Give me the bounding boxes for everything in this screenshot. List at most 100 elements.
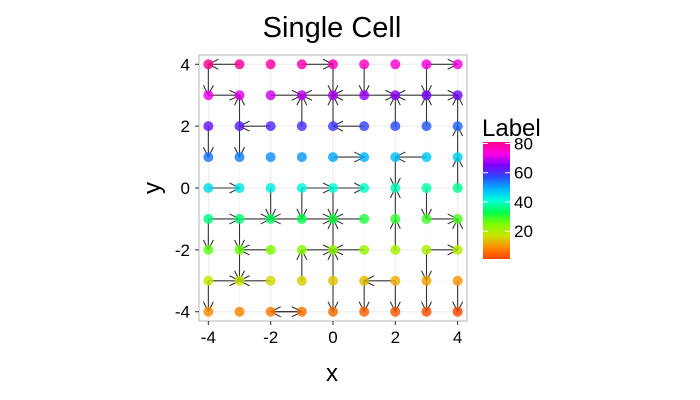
- data-point: [203, 121, 214, 132]
- data-point: [234, 152, 245, 163]
- data-point: [390, 244, 401, 255]
- legend-tick-label: 80: [514, 134, 533, 153]
- x-tick-label: 4: [453, 328, 462, 347]
- data-point: [452, 59, 463, 70]
- data-point: [359, 183, 370, 193]
- data-point: [390, 152, 401, 163]
- data-point: [296, 213, 307, 224]
- data-point: [390, 306, 401, 317]
- data-point: [452, 152, 463, 163]
- data-point: [265, 59, 276, 70]
- data-point: [296, 152, 307, 163]
- data-point: [296, 306, 307, 317]
- data-point: [265, 121, 276, 132]
- x-tick-label: 0: [328, 328, 337, 347]
- data-point: [265, 183, 276, 193]
- data-point: [234, 121, 245, 132]
- data-point: [234, 275, 245, 286]
- x-axis-title: x: [326, 360, 338, 387]
- data-point: [328, 306, 338, 317]
- data-point: [421, 244, 432, 255]
- data-point: [203, 90, 214, 101]
- data-point: [296, 59, 307, 70]
- data-point: [328, 121, 338, 132]
- data-point: [328, 183, 338, 193]
- legend-tick-label: 60: [514, 164, 533, 183]
- data-point: [203, 59, 214, 70]
- x-axis-ticks: -4 -2 0 2 4: [201, 321, 462, 347]
- data-point: [359, 306, 370, 317]
- legend-title: Label: [482, 115, 541, 142]
- x-tick-label: 2: [391, 328, 400, 347]
- data-point: [359, 121, 370, 132]
- data-point: [203, 306, 214, 317]
- data-point: [234, 59, 245, 70]
- data-point: [328, 275, 338, 286]
- data-point: [265, 152, 276, 163]
- data-point: [359, 59, 370, 70]
- data-point: [265, 90, 276, 101]
- legend-tick-label: 40: [514, 193, 533, 212]
- data-point: [234, 306, 245, 317]
- data-point: [359, 244, 370, 255]
- data-point: [359, 152, 370, 163]
- data-point: [203, 244, 214, 255]
- data-point: [265, 275, 276, 286]
- data-point: [359, 213, 370, 224]
- data-point: [203, 152, 214, 163]
- y-axis-title: y: [139, 182, 166, 194]
- arrow-layer: [208, 64, 457, 311]
- data-point: [265, 213, 276, 224]
- chart-title: Single Cell: [263, 12, 402, 44]
- data-point: [421, 152, 432, 163]
- data-point: [421, 59, 432, 70]
- data-point: [390, 183, 401, 193]
- data-point: [203, 183, 214, 193]
- data-point: [452, 244, 463, 255]
- data-point: [265, 306, 276, 317]
- y-tick-label: -4: [175, 303, 190, 322]
- data-point: [296, 90, 307, 101]
- data-point: [234, 244, 245, 255]
- data-point: [296, 121, 307, 132]
- data-point: [328, 90, 338, 101]
- data-point: [452, 121, 463, 132]
- data-point: [452, 183, 463, 193]
- data-point: [421, 213, 432, 224]
- data-point: [265, 244, 276, 255]
- data-point: [452, 90, 463, 101]
- data-point: [452, 213, 463, 224]
- y-tick-label: -2: [175, 241, 190, 260]
- data-point: [452, 275, 463, 286]
- y-tick-label: 4: [181, 55, 190, 74]
- x-tick-label: -4: [201, 328, 216, 347]
- data-point: [421, 183, 432, 193]
- data-point: [296, 275, 307, 286]
- data-point: [296, 183, 307, 193]
- data-point: [296, 244, 307, 255]
- data-point: [390, 59, 401, 70]
- data-point: [390, 90, 401, 101]
- data-point: [390, 275, 401, 286]
- legend-ticks: 20 40 60 80: [483, 134, 533, 241]
- point-layer: [203, 59, 463, 317]
- legend-colorbar: [483, 142, 510, 259]
- data-point: [234, 90, 245, 101]
- data-point: [452, 306, 463, 317]
- y-axis-ticks: -4 -2 0 2 4: [175, 55, 199, 322]
- data-point: [421, 121, 432, 132]
- data-point: [359, 275, 370, 286]
- data-point: [234, 213, 245, 224]
- y-tick-label: 0: [181, 179, 190, 198]
- data-point: [359, 90, 370, 101]
- y-tick-label: 2: [181, 117, 190, 136]
- data-point: [421, 275, 432, 286]
- data-point: [203, 213, 214, 224]
- legend-tick-label: 20: [514, 222, 533, 241]
- data-point: [234, 183, 245, 193]
- data-point: [421, 90, 432, 101]
- x-tick-label: -2: [263, 328, 278, 347]
- data-point: [421, 306, 432, 317]
- data-point: [328, 59, 338, 70]
